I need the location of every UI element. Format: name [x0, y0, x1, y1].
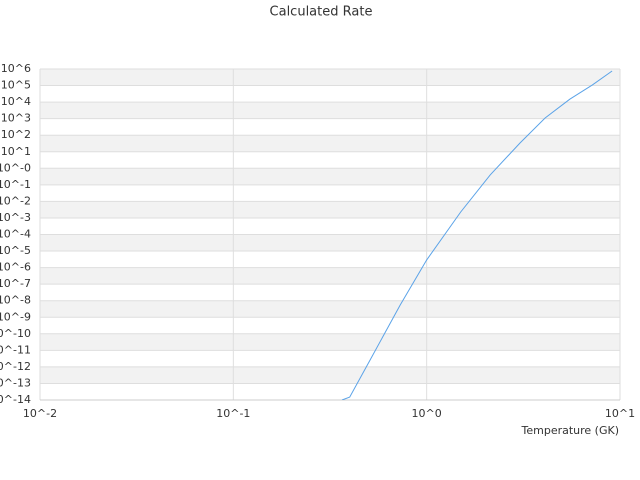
grid-band [40, 102, 620, 119]
y-tick-label: 10^5 [1, 79, 31, 92]
y-tick-label: 10^-10 [0, 327, 31, 340]
x-tick-label: 10^-2 [23, 407, 57, 420]
y-tick-label: 10^-7 [0, 277, 31, 290]
y-tick-label: 10^6 [1, 62, 31, 75]
y-tick-label: 10^-11 [0, 343, 31, 356]
y-tick-label: 10^4 [1, 95, 31, 108]
y-tick-label: 10^2 [1, 128, 31, 141]
y-tick-label: 10^-8 [0, 294, 31, 307]
grid-band [40, 300, 620, 318]
grid-band [40, 234, 620, 252]
grid-band [40, 69, 620, 86]
y-tick-label: 10^-12 [0, 360, 31, 373]
x-tick-label: 10^0 [412, 407, 442, 420]
y-tick-label: 10^-9 [0, 310, 31, 323]
y-tick-label: 10^-1 [0, 178, 31, 191]
x-tick-label: 10^-1 [216, 407, 250, 420]
y-tick-label: 10^-13 [0, 376, 31, 389]
y-tick-label: 10^-5 [0, 244, 31, 257]
y-tick-label: 10^3 [1, 112, 31, 125]
y-tick-label: 10^-3 [0, 211, 31, 224]
grid-band [40, 267, 620, 285]
x-tick-label: 10^1 [605, 407, 635, 420]
grid-band [40, 201, 620, 218]
y-tick-label: 10^-4 [0, 228, 31, 241]
y-tick-label: 10^-14 [0, 393, 31, 406]
grid-band [40, 135, 620, 152]
grid-band [40, 366, 620, 384]
grid-band [40, 333, 620, 351]
x-axis-label: Temperature (GK) [521, 424, 620, 437]
y-tick-label: 10^-6 [0, 261, 31, 274]
data-line [341, 70, 613, 400]
chart-title: Calculated Rate [270, 5, 373, 20]
grid-band [40, 168, 620, 185]
y-tick-label: 10^1 [1, 145, 31, 158]
y-tick-label: 10^-2 [0, 194, 31, 207]
y-tick-label: 10^-0 [0, 161, 31, 174]
